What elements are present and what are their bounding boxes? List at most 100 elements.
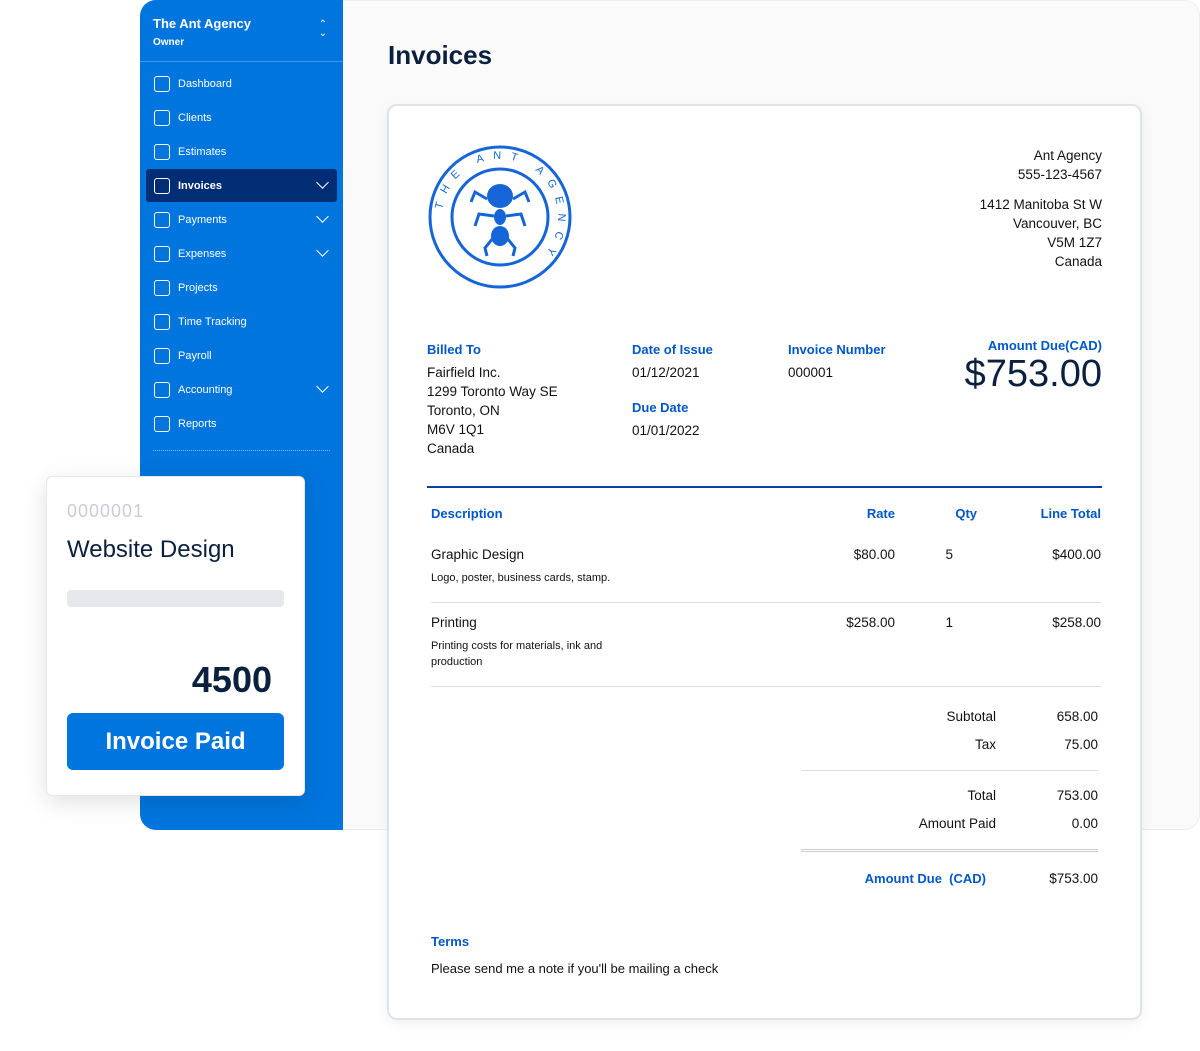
subtotal-label: Subtotal [946, 708, 996, 724]
invoice-number-value: 000001 [788, 365, 834, 380]
page-title: Invoices [388, 40, 493, 70]
item-detail: Printing costs for materials, ink and pr… [431, 640, 603, 668]
line-qty: 5 [895, 535, 977, 603]
sender-city: Vancouver, BC [1012, 216, 1102, 231]
sidebar-item-invoices[interactable]: Invoices [146, 169, 337, 202]
billed-to-label: Billed To [427, 342, 481, 357]
item-name: Graphic Design [431, 547, 525, 562]
client-name: Fairfield Inc. [427, 365, 501, 380]
sidebar-item-time-tracking[interactable]: Time Tracking [146, 305, 337, 338]
chevron-down-icon[interactable] [316, 244, 329, 257]
sender-street: 1412 Manitoba St W [979, 197, 1102, 212]
divider [427, 486, 1102, 488]
col-qty: Qty [955, 506, 977, 521]
divider [153, 450, 330, 451]
user-star-icon [154, 109, 170, 126]
sidebar-item-label: Clients [178, 111, 212, 124]
chevron-down-icon[interactable] [316, 176, 329, 189]
sidebar-item-label: Dashboard [178, 77, 232, 90]
org-name: The Ant Agency [153, 16, 251, 31]
line-rate: $80.00 [811, 535, 895, 603]
line-rate: $258.00 [811, 602, 895, 687]
sidebar-item-label: Estimates [178, 145, 227, 158]
org-switcher[interactable]: The Ant Agency Owner ⌃ ⌄ [140, 0, 343, 62]
sender-name: Ant Agency [1033, 148, 1102, 163]
sidebar-item-dashboard[interactable]: Dashboard [146, 67, 337, 100]
bar-chart-icon [154, 381, 170, 398]
client-postal: M6V 1Q1 [427, 422, 485, 437]
receipt-icon [154, 245, 170, 262]
issue-date: 01/12/2021 [632, 365, 700, 380]
chevron-down-icon[interactable] [316, 380, 329, 393]
line-qty: 1 [895, 602, 977, 687]
sidebar-item-accounting[interactable]: Accounting [146, 373, 337, 406]
ant-agency-logo: THE ANT AGENCY [427, 144, 573, 293]
sender-phone: 555-123-4567 [1017, 167, 1102, 182]
chevron-up-down-icon: ⌃ ⌄ [318, 19, 327, 39]
sidebar-item-reports[interactable]: Reports [146, 407, 337, 440]
client-street: 1299 Toronto Way SE [427, 384, 558, 399]
sidebar-item-payroll[interactable]: Payroll [146, 339, 337, 372]
sidebar-item-label: Invoices [178, 179, 223, 192]
tax-value: 75.00 [1064, 736, 1098, 752]
wallet-icon [154, 211, 170, 228]
sender-postal: V5M 1Z7 [1047, 235, 1102, 250]
sidebar-item-label: Reports [178, 417, 217, 430]
subtotal-value: 658.00 [1056, 708, 1098, 724]
amount-due-summary: Amount Due(CAD) $753.00 [965, 338, 1102, 396]
dates: Date of Issue 01/12/2021 Due Date 01/01/… [632, 340, 713, 440]
folder-icon [154, 279, 170, 296]
placeholder-bar [67, 590, 284, 607]
invoice-card[interactable]: 0000001 Website Design 4500 Invoice Paid [46, 476, 305, 796]
item-detail: Logo, poster, business cards, stamp. [431, 572, 611, 584]
total-value: 753.00 [1056, 787, 1098, 803]
terms-label: Terms [431, 934, 470, 949]
invoice-paid-button[interactable]: Invoice Paid [67, 713, 284, 770]
invoice-scroll-icon [154, 177, 170, 194]
people-icon [154, 347, 170, 364]
invoice-number: Invoice Number 000001 [788, 340, 886, 382]
col-rate: Rate [866, 506, 895, 521]
chevron-down-icon[interactable] [316, 210, 329, 223]
line-total: $258.00 [977, 602, 1101, 687]
invoice-document: THE ANT AGENCY Ant Agency 555-123-4567 1… [387, 104, 1142, 1020]
sidebar-item-label: Payments [178, 213, 227, 226]
divider [801, 770, 1098, 771]
billed-to: Billed To Fairfield Inc. 1299 Toronto Wa… [427, 340, 558, 458]
card-invoice-number: 0000001 [67, 501, 145, 521]
sidebar-item-projects[interactable]: Projects [146, 271, 337, 304]
amount-paid-label: Amount Paid [918, 815, 996, 831]
card-title: Website Design [67, 536, 235, 563]
sidebar-nav: Dashboard Clients Estimates Invoices Payment… [140, 62, 343, 440]
sender-country: Canada [1054, 254, 1102, 269]
sidebar-item-estimates[interactable]: Estimates [146, 135, 337, 168]
line-description: Printing Printing costs for materials, in… [431, 602, 811, 687]
line-total: $400.00 [977, 535, 1101, 603]
table-row: Graphic Design Logo, poster, business car… [431, 535, 1101, 603]
org-role: Owner [153, 37, 185, 48]
sidebar-item-label: Expenses [178, 247, 227, 260]
sidebar-item-label: Projects [178, 281, 218, 294]
col-description: Description [431, 506, 503, 521]
sender-address: Ant Agency 555-123-4567 1412 Manitoba St… [980, 146, 1102, 271]
amount-due-total-label: Amount Due (CAD) [864, 870, 986, 886]
terms: Terms Please send me a note if you'll be… [431, 934, 718, 976]
amount-paid-value: 0.00 [1071, 815, 1098, 831]
calculator-icon [154, 143, 170, 160]
stopwatch-icon [154, 313, 170, 330]
amount-due-value: $753.00 [964, 353, 1102, 395]
sidebar-item-clients[interactable]: Clients [146, 101, 337, 134]
sidebar-item-label: Time Tracking [178, 315, 247, 328]
sidebar-item-label: Accounting [178, 383, 233, 396]
document-icon [154, 415, 170, 432]
amount-due-total-value: $753.00 [1049, 870, 1098, 886]
divider [801, 849, 1098, 852]
sidebar-item-expenses[interactable]: Expenses [146, 237, 337, 270]
issue-date-label: Date of Issue [632, 342, 713, 357]
tax-label: Tax [974, 736, 996, 752]
invoice-number-label: Invoice Number [788, 342, 886, 357]
table-row: Printing Printing costs for materials, in… [431, 602, 1101, 687]
due-date: 01/01/2022 [632, 423, 700, 438]
line-description: Graphic Design Logo, poster, business car… [431, 535, 811, 603]
sidebar-item-payments[interactable]: Payments [146, 203, 337, 236]
